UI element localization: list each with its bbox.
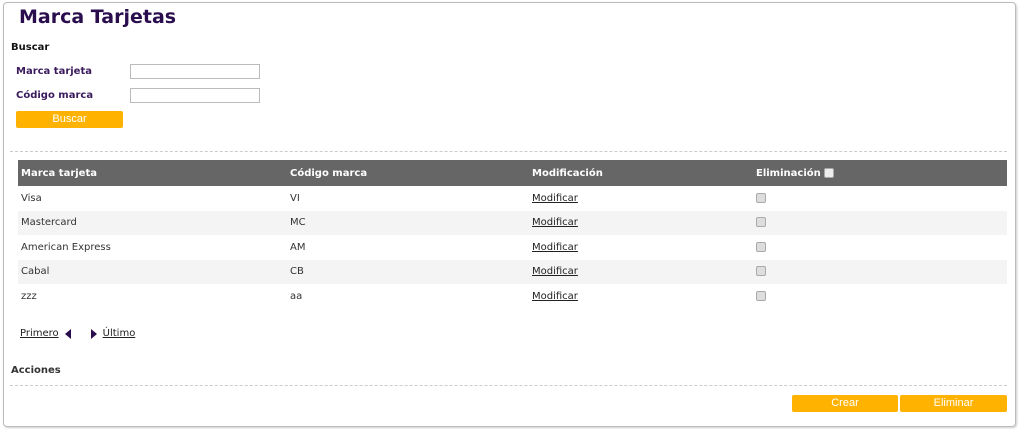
select-all-checkbox[interactable] — [824, 167, 835, 178]
cell-codigo: VI — [290, 192, 300, 204]
previous-page-icon[interactable] — [64, 328, 71, 339]
cell-codigo: CB — [287, 259, 529, 284]
cell-marca: Mastercard — [18, 210, 287, 235]
header-eliminacion: Eliminación — [753, 160, 1007, 186]
modify-link[interactable]: Modificar — [532, 290, 578, 302]
delete-checkbox[interactable] — [756, 217, 766, 228]
last-page-link[interactable]: Último — [102, 328, 136, 339]
codigo-marca-label: Código marca — [16, 90, 94, 101]
results-table: Marca tarjeta Código marca Modificación … — [18, 160, 1007, 309]
cell-marca: zzz — [21, 290, 37, 302]
table-header: Marca tarjeta Código marca Modificación … — [18, 160, 1007, 186]
page-title: Marca Tarjetas — [19, 6, 177, 28]
search-heading: Buscar — [11, 42, 50, 53]
table-row: zzz aa Modificar — [18, 284, 1007, 309]
table-row: Visa VI Modificar — [18, 186, 1007, 211]
search-button[interactable]: Buscar — [16, 111, 123, 128]
header-eliminacion-label: Eliminación — [756, 167, 821, 179]
marca-tarjeta-label: Marca tarjeta — [16, 66, 92, 77]
delete-checkbox[interactable] — [756, 241, 766, 252]
create-button[interactable]: Crear — [792, 395, 898, 412]
modify-link[interactable]: Modificar — [532, 241, 578, 253]
header-modificacion: Modificación — [529, 160, 753, 186]
header-codigo: Código marca — [287, 160, 529, 186]
cell-marca: Cabal — [18, 259, 287, 284]
delete-checkbox[interactable] — [756, 290, 766, 301]
next-page-icon[interactable] — [90, 328, 97, 339]
table-row: Mastercard MC Modificar — [18, 210, 1007, 235]
actions-heading: Acciones — [11, 365, 61, 376]
first-page-link[interactable]: Primero — [20, 328, 59, 339]
delete-button[interactable]: Eliminar — [900, 395, 1007, 412]
modify-link[interactable]: Modificar — [532, 266, 578, 278]
cell-marca: Visa — [21, 192, 42, 204]
divider — [10, 151, 1007, 152]
header-marca: Marca tarjeta — [18, 160, 287, 186]
delete-checkbox[interactable] — [756, 192, 766, 203]
modify-link[interactable]: Modificar — [532, 192, 578, 204]
table-row: American Express AM Modificar — [18, 235, 1007, 260]
main-panel — [3, 2, 1016, 427]
codigo-marca-input[interactable] — [130, 88, 260, 103]
cell-codigo: AM — [290, 241, 306, 253]
cell-codigo: aa — [290, 290, 303, 302]
pagination: Primero Último — [20, 328, 135, 339]
cell-marca: American Express — [21, 241, 111, 253]
divider — [10, 385, 1007, 386]
cell-codigo: MC — [287, 210, 529, 235]
delete-checkbox[interactable] — [756, 266, 766, 277]
table-row: Cabal CB Modificar — [18, 259, 1007, 284]
marca-tarjeta-input[interactable] — [130, 64, 260, 79]
modify-link[interactable]: Modificar — [532, 217, 578, 229]
